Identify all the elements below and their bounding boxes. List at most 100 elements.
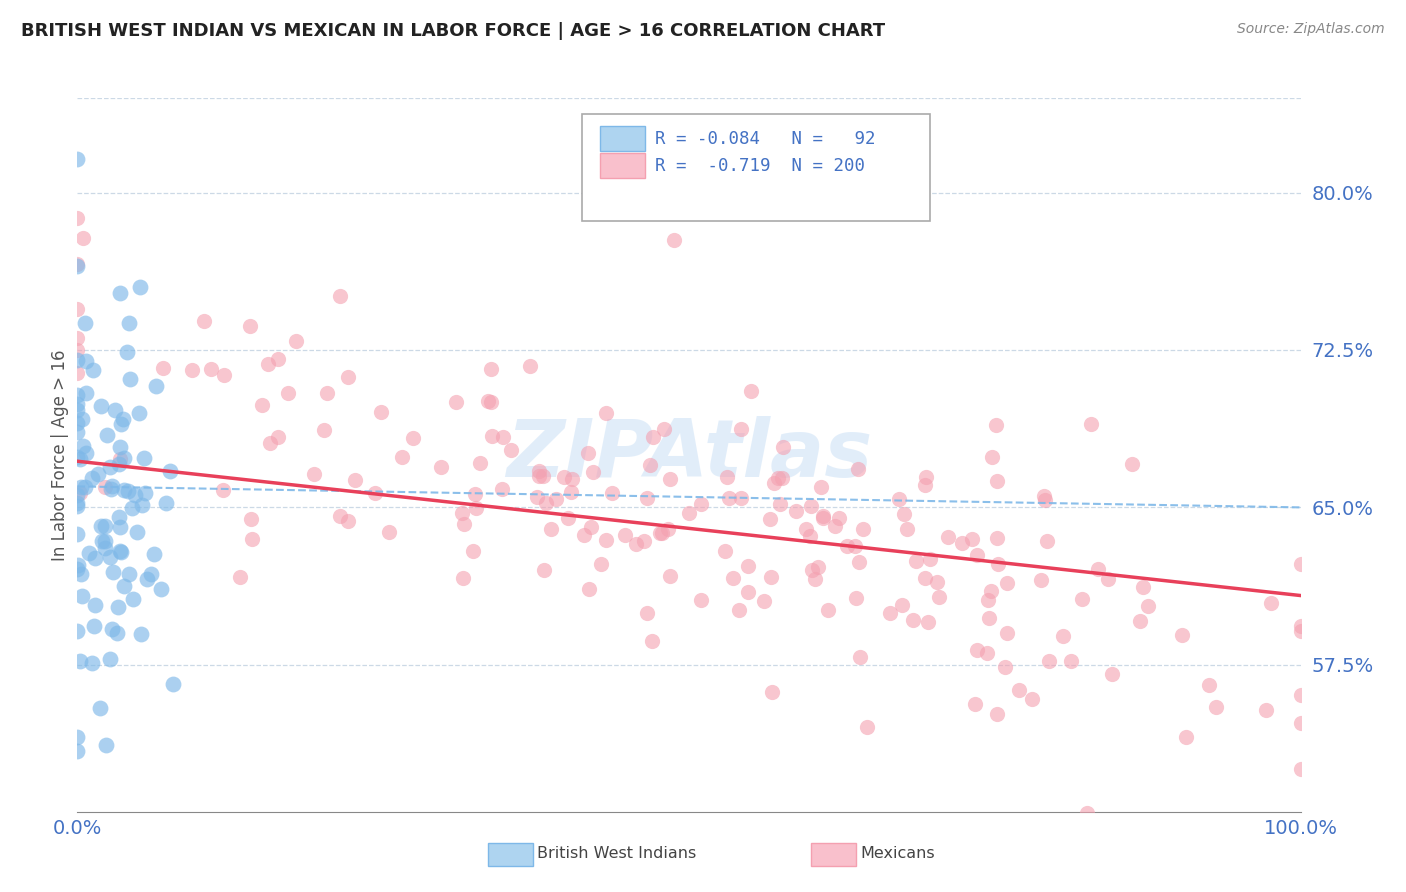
Point bbox=[444, 395, 467, 409]
Point bbox=[800, 499, 823, 513]
Point bbox=[451, 506, 474, 520]
Point bbox=[658, 569, 681, 583]
Point bbox=[901, 613, 924, 627]
Point bbox=[848, 462, 870, 476]
Point bbox=[533, 563, 555, 577]
Point bbox=[84, 599, 107, 613]
Point bbox=[90, 519, 112, 533]
Point bbox=[329, 508, 352, 523]
Point bbox=[93, 479, 115, 493]
Point bbox=[1205, 700, 1227, 714]
Point bbox=[145, 378, 167, 392]
Point bbox=[67, 558, 90, 572]
Point bbox=[114, 483, 136, 497]
Point bbox=[70, 412, 93, 426]
Point bbox=[66, 259, 89, 273]
Point bbox=[987, 557, 1010, 571]
Point bbox=[657, 522, 679, 536]
Point bbox=[66, 397, 89, 411]
Point bbox=[128, 406, 150, 420]
Point bbox=[1132, 580, 1154, 594]
Point bbox=[737, 558, 759, 573]
Point bbox=[595, 533, 617, 548]
Point bbox=[817, 603, 839, 617]
Point bbox=[636, 607, 658, 621]
Point bbox=[1260, 596, 1282, 610]
Point bbox=[595, 406, 617, 420]
Point bbox=[364, 486, 387, 500]
Point bbox=[717, 491, 740, 506]
Point bbox=[986, 474, 1008, 488]
Point bbox=[1137, 599, 1160, 613]
Point bbox=[728, 603, 751, 617]
Point bbox=[640, 633, 662, 648]
Point bbox=[848, 649, 870, 664]
Point bbox=[976, 646, 998, 660]
Point bbox=[91, 533, 114, 548]
Point bbox=[1129, 614, 1152, 628]
Point bbox=[83, 550, 105, 565]
Point bbox=[66, 496, 89, 510]
Point bbox=[759, 512, 782, 526]
Point bbox=[70, 589, 93, 603]
Point bbox=[986, 531, 1008, 545]
Point bbox=[214, 368, 236, 382]
Point bbox=[370, 405, 392, 419]
Point bbox=[716, 470, 738, 484]
Point bbox=[312, 423, 335, 437]
Point bbox=[193, 314, 215, 328]
Point bbox=[108, 544, 131, 558]
Point bbox=[96, 738, 118, 752]
Point bbox=[1097, 572, 1119, 586]
Point bbox=[112, 450, 135, 465]
Point bbox=[402, 431, 425, 445]
Point bbox=[643, 430, 665, 444]
Point bbox=[1080, 417, 1102, 432]
Point bbox=[149, 582, 172, 596]
Point bbox=[1033, 492, 1056, 507]
Point bbox=[464, 501, 486, 516]
Point bbox=[136, 573, 159, 587]
Point bbox=[66, 624, 89, 638]
Point bbox=[70, 567, 93, 582]
Point bbox=[581, 465, 603, 479]
Point bbox=[108, 440, 131, 454]
Point bbox=[302, 467, 325, 482]
Point bbox=[889, 492, 911, 507]
Text: BRITISH WEST INDIAN VS MEXICAN IN LABOR FORCE | AGE > 16 CORRELATION CHART: BRITISH WEST INDIAN VS MEXICAN IN LABOR … bbox=[21, 22, 886, 40]
Point bbox=[75, 480, 97, 494]
Point bbox=[104, 403, 127, 417]
Point bbox=[526, 490, 548, 504]
Point bbox=[1035, 534, 1057, 549]
Point bbox=[560, 485, 582, 500]
Point bbox=[80, 471, 103, 485]
Point bbox=[479, 395, 502, 409]
Point bbox=[66, 257, 89, 271]
Point bbox=[69, 452, 91, 467]
Point bbox=[966, 548, 988, 562]
Point bbox=[267, 351, 290, 366]
Point bbox=[377, 524, 399, 539]
Point bbox=[159, 464, 181, 478]
Point bbox=[529, 464, 551, 478]
Point bbox=[453, 571, 475, 585]
Point bbox=[578, 582, 600, 597]
Point bbox=[131, 626, 153, 640]
Point bbox=[576, 446, 599, 460]
Point bbox=[118, 316, 141, 330]
Point bbox=[546, 491, 568, 506]
Point bbox=[896, 523, 918, 537]
Point bbox=[848, 556, 870, 570]
Point bbox=[752, 594, 775, 608]
Point bbox=[70, 480, 93, 494]
Text: R = -0.084   N =   92: R = -0.084 N = 92 bbox=[655, 129, 876, 148]
Point bbox=[1029, 573, 1052, 587]
Point bbox=[139, 567, 162, 582]
Point bbox=[918, 552, 941, 566]
Point bbox=[1059, 654, 1081, 668]
Point bbox=[72, 231, 94, 245]
Point bbox=[638, 458, 661, 473]
Point bbox=[769, 497, 792, 511]
Point bbox=[98, 652, 121, 666]
Point bbox=[127, 525, 149, 540]
